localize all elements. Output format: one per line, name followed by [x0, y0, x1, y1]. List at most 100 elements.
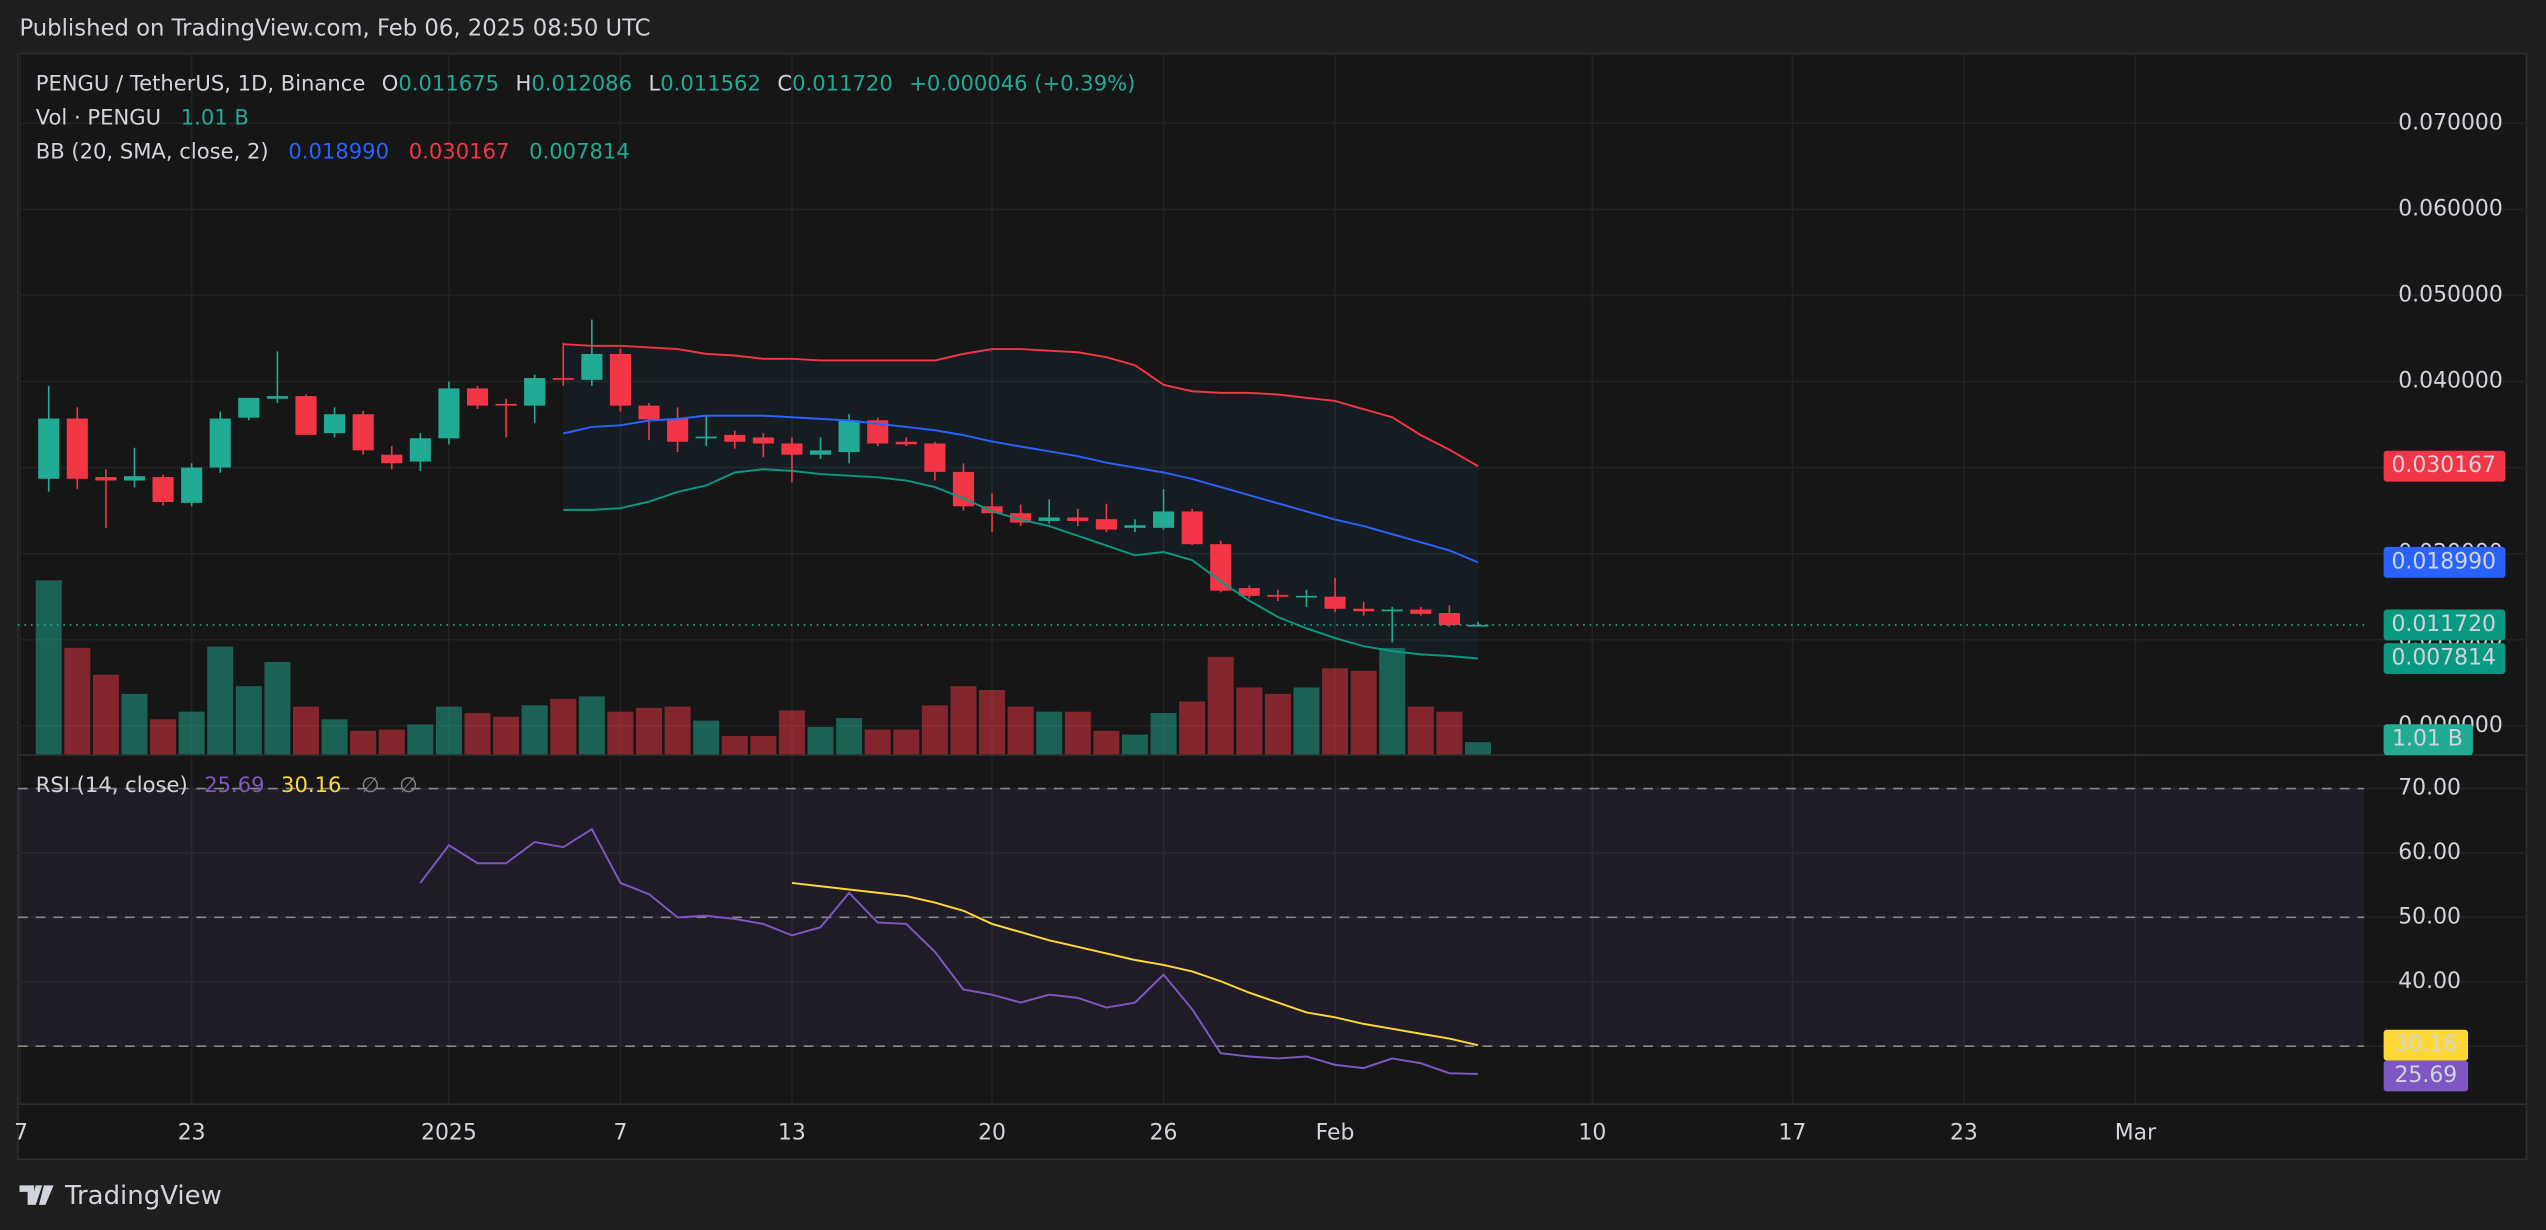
ohlc-label: C — [777, 70, 792, 95]
candle-body — [209, 418, 231, 468]
volume-bar — [836, 718, 863, 756]
volume-bar — [1121, 734, 1148, 756]
candle-body — [581, 353, 603, 380]
candle-body — [95, 477, 117, 481]
candle-body — [181, 467, 203, 503]
volume-bar — [607, 711, 634, 756]
volume-bar — [1379, 647, 1406, 756]
bb-upper-value: 0.030167 — [409, 139, 510, 164]
logo: TradingView — [19, 1181, 222, 1211]
candle-body — [981, 506, 1003, 514]
candle-body — [695, 436, 717, 439]
volume-bar — [35, 580, 62, 756]
candle-body — [1295, 595, 1318, 598]
axis-tag — [2383, 724, 2473, 756]
volume-bar — [1465, 742, 1491, 756]
volume-bar — [92, 674, 119, 756]
candle-body — [409, 438, 431, 462]
candle-body — [1353, 608, 1375, 612]
axis-tag-label: 0.018990 — [2391, 549, 2496, 574]
ohlc-value: 0.012086 — [531, 70, 632, 95]
axis-tag — [2383, 643, 2506, 674]
volume-bar — [778, 710, 805, 756]
y-tick-label: 0.050000 — [2398, 282, 2503, 307]
x-tick-label: 7 — [613, 1120, 627, 1145]
x-tick-label: 23 — [1950, 1120, 1978, 1145]
volume-bar — [550, 698, 577, 756]
volume-bar — [1179, 701, 1206, 756]
axis-tag-label: 25.69 — [2394, 1063, 2457, 1088]
bb-fill — [563, 344, 1478, 659]
chart-area — [17, 52, 2528, 1161]
axis-tag — [2383, 546, 2506, 578]
candle-body — [1238, 588, 1260, 596]
candle-body — [781, 443, 803, 455]
candle-body — [867, 420, 889, 444]
volume-bar — [521, 705, 548, 756]
volume-bar — [1036, 711, 1063, 756]
axis-tag-label: 30.16 — [2394, 1032, 2457, 1057]
volume-bar — [950, 686, 977, 756]
volume-title: Vol · PENGU — [36, 105, 161, 130]
volume-bar — [807, 726, 834, 756]
volume-bar — [407, 724, 434, 756]
bb-legend: BB (20, SMA, close, 2) 0.018990 0.030167… — [36, 139, 630, 164]
candle-body — [1210, 544, 1232, 591]
x-tick-label: 20 — [978, 1120, 1006, 1145]
volume-bar — [1236, 687, 1263, 756]
volume-bar — [693, 720, 720, 756]
candle-body — [466, 388, 489, 406]
rsi-empty: ∅ — [361, 772, 379, 797]
axis-tag-label: 1.01 B — [2392, 727, 2463, 752]
candle-body — [352, 414, 374, 451]
candle-body — [952, 471, 975, 507]
rsi-value: 25.69 — [204, 772, 264, 797]
volume-bar — [464, 712, 491, 756]
x-tick-label: Mar — [2115, 1120, 2156, 1145]
candle-body — [609, 353, 631, 406]
rsi-legend: RSI (14, close) 25.69 30.16 ∅ ∅ — [36, 772, 418, 797]
price-legend: PENGU / TetherUS, 1D, Binance O0.011675 … — [36, 70, 1136, 95]
volume-bar — [578, 696, 605, 756]
axis-tag-label: 0.011720 — [2391, 612, 2496, 637]
change: +0.000046 (+0.39%) — [909, 70, 1135, 95]
candle-body — [123, 476, 146, 481]
candle-body — [266, 396, 288, 399]
candle-body — [552, 378, 574, 380]
x-tick-label: Feb — [1316, 1120, 1355, 1145]
volume-bar — [1207, 656, 1234, 756]
candle-body — [638, 405, 660, 420]
volume-bar — [235, 686, 262, 756]
volume-value: 1.01 B — [181, 105, 249, 130]
candle-body — [1381, 609, 1403, 612]
y-tick-label: 0.040000 — [2398, 369, 2503, 394]
candle-body — [838, 420, 860, 453]
volume-bar — [150, 719, 177, 756]
volume-bar — [207, 646, 234, 756]
ohlc-label: H — [516, 70, 532, 95]
volume-bar — [321, 719, 348, 756]
bb-basis — [563, 414, 1479, 564]
candle-body — [895, 441, 917, 445]
volume-bar — [1322, 668, 1349, 756]
volume-bar — [721, 735, 748, 756]
volume-bar — [921, 705, 948, 756]
bb-title: BB (20, SMA, close, 2) — [36, 139, 269, 164]
candle-body — [752, 437, 774, 444]
x-tick-label: 23 — [178, 1120, 206, 1145]
rsi-tick-label: 70.00 — [2398, 776, 2461, 801]
volume-bar — [435, 706, 462, 756]
axes: 72320257132026Feb101723Mar0.0000000.0100… — [14, 110, 2506, 1145]
candle-body — [438, 388, 460, 439]
plot — [17, 319, 2365, 1075]
volume-bar — [121, 693, 148, 756]
volume-bar — [64, 647, 91, 756]
volume-bar — [636, 707, 663, 756]
rsi-tick-label: 60.00 — [2398, 840, 2461, 865]
candle-body — [1038, 517, 1060, 521]
candle-body — [1410, 609, 1432, 614]
ohlc-value: 0.011562 — [660, 70, 761, 95]
candle-body — [1181, 511, 1203, 545]
candle-body — [1324, 596, 1346, 609]
